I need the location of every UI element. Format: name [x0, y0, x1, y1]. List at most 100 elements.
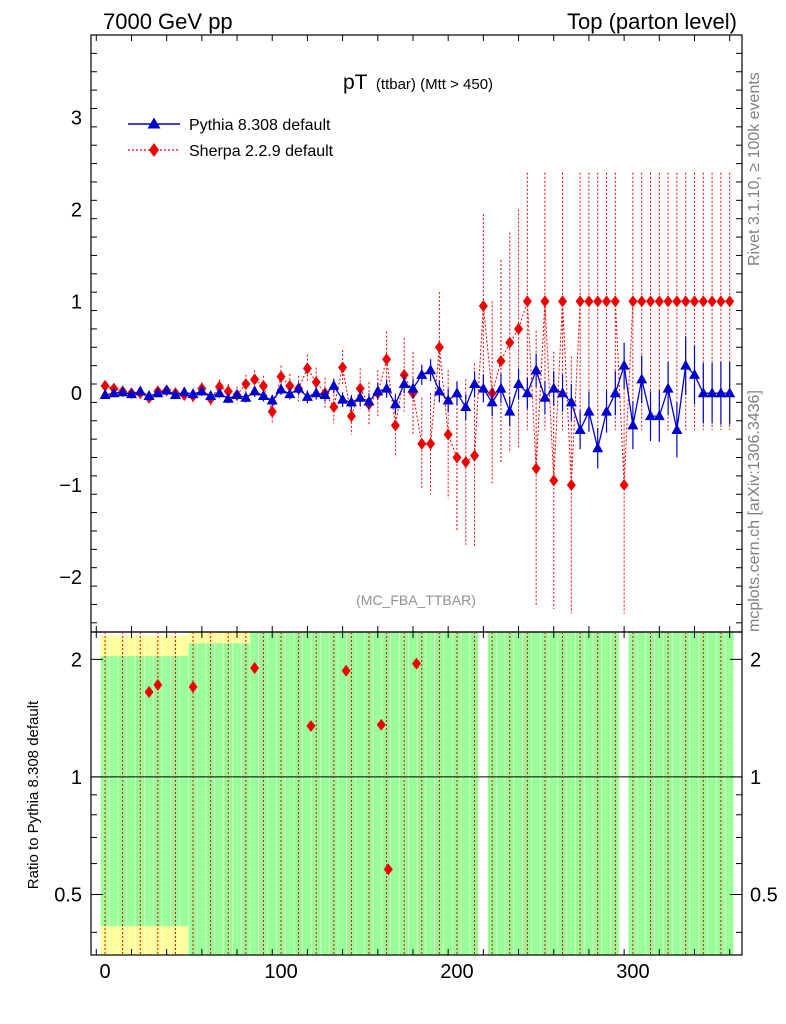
ratio-band-inner [179, 655, 189, 927]
ratio-band-inner [197, 643, 206, 955]
header-right: Top (parton level) [567, 9, 737, 34]
sherpa-point [496, 355, 506, 368]
sherpa-point [610, 295, 620, 308]
sherpa-point [505, 336, 515, 349]
pythia-point [389, 398, 401, 409]
ratio-band-inner [100, 655, 109, 927]
pythia-point [266, 394, 278, 405]
ratio-band-inner [725, 632, 734, 955]
ratio-band-inner [118, 655, 127, 927]
plot-title: pT (ttbar) (Mtt > 450) [343, 71, 493, 94]
pythia-point [161, 384, 173, 395]
pythia-point [539, 391, 551, 402]
pythia-point [680, 359, 692, 370]
sherpa-point [443, 428, 453, 441]
series-pythia [99, 336, 736, 469]
sherpa-point [637, 295, 647, 308]
pythia-point [363, 395, 375, 406]
sherpa-point [725, 295, 735, 308]
pythia-point [143, 389, 155, 400]
pythia-point [398, 378, 410, 389]
plot-title-main: pT [343, 71, 368, 94]
sherpa-point [417, 437, 427, 450]
pythia-point [275, 383, 287, 394]
pythia-point [724, 387, 736, 398]
sherpa-point [672, 295, 682, 308]
sherpa-point [346, 410, 356, 423]
pythia-point [425, 364, 437, 375]
pythia-point [636, 373, 648, 384]
pythia-point [381, 382, 393, 393]
ratio-band-inner [303, 632, 312, 955]
ratio-sherpa-point [153, 678, 163, 691]
pythia-point [416, 368, 428, 379]
ratio-band-inner [602, 632, 611, 955]
pythia-point [345, 396, 357, 407]
ratio-band-inner [355, 632, 364, 955]
pythia-point [134, 385, 146, 396]
ratio-band-inner [153, 655, 162, 927]
pythia-point [407, 382, 419, 393]
sherpa-point [619, 479, 629, 492]
pythia-point [697, 387, 709, 398]
pythia-point [284, 388, 296, 399]
pythia-point [618, 359, 630, 370]
ratio-band-inner [232, 643, 241, 955]
sherpa-point [461, 456, 471, 469]
sherpa-point [540, 295, 550, 308]
header-left: 7000 GeV pp [103, 9, 233, 34]
ratio-band-inner [241, 643, 250, 955]
sherpa-point [214, 380, 224, 393]
sherpa-point [223, 385, 233, 398]
pythia-point [565, 396, 577, 407]
ratio-band-inner [672, 632, 681, 955]
pythia-point [249, 385, 261, 396]
pythia-point [495, 382, 507, 393]
pythia-point [706, 387, 718, 398]
sherpa-point [434, 341, 444, 354]
sherpa-point [250, 373, 260, 386]
pythia-point [240, 391, 252, 402]
pythia-point [645, 410, 657, 421]
axis-ticks: 0 100 200 300 −2 −1 0 1 2 3 0.5 0.5 1 1 2 2 [54, 35, 778, 983]
pythia-point [521, 387, 533, 398]
pythia-point [442, 394, 454, 405]
sherpa-point [549, 474, 559, 487]
sherpa-point [575, 295, 585, 308]
mcplots-label: mcplots.cern.ch [arXiv:1306.3436] [746, 390, 763, 632]
pythia-point [169, 389, 181, 400]
plot-title-small: (ttbar) (Mtt > 450) [376, 76, 493, 93]
ratio-sherpa-point [188, 680, 198, 693]
ratio-tick-label: 1 [750, 767, 761, 789]
pythia-point [222, 392, 234, 403]
analysis-label: (MC_FBA_TTBAR) [356, 592, 476, 608]
ratio-frame [90, 631, 743, 956]
pythia-point [460, 400, 472, 411]
ratio-tick-label: 0.5 [54, 885, 82, 907]
sherpa-point [452, 451, 462, 464]
sherpa-point [522, 295, 532, 308]
y-tick-label: 3 [71, 108, 82, 130]
pythia-point [354, 391, 366, 402]
ratio-sherpa-point [412, 657, 421, 670]
sherpa-point [593, 295, 603, 308]
ratio-band-inner [206, 643, 215, 955]
pythia-point [152, 387, 164, 398]
ratio-sherpa [104, 632, 722, 955]
sherpa-point [285, 379, 295, 392]
pythia-point [715, 387, 727, 398]
pythia-point [469, 378, 481, 389]
ratio-bands [100, 632, 734, 955]
pythia-point [293, 382, 305, 393]
ratio-band-inner [373, 632, 382, 955]
pythia-point [592, 442, 604, 453]
sherpa-point [382, 353, 392, 366]
pythia-point [574, 423, 586, 434]
y-tick-label: 0 [71, 383, 82, 405]
x-tick-label: 200 [440, 961, 473, 983]
pythia-point [108, 387, 120, 398]
sherpa-point [426, 437, 436, 450]
ratio-band-inner [426, 632, 435, 955]
sherpa-point [355, 382, 365, 395]
ratio-band-inner [144, 655, 153, 927]
